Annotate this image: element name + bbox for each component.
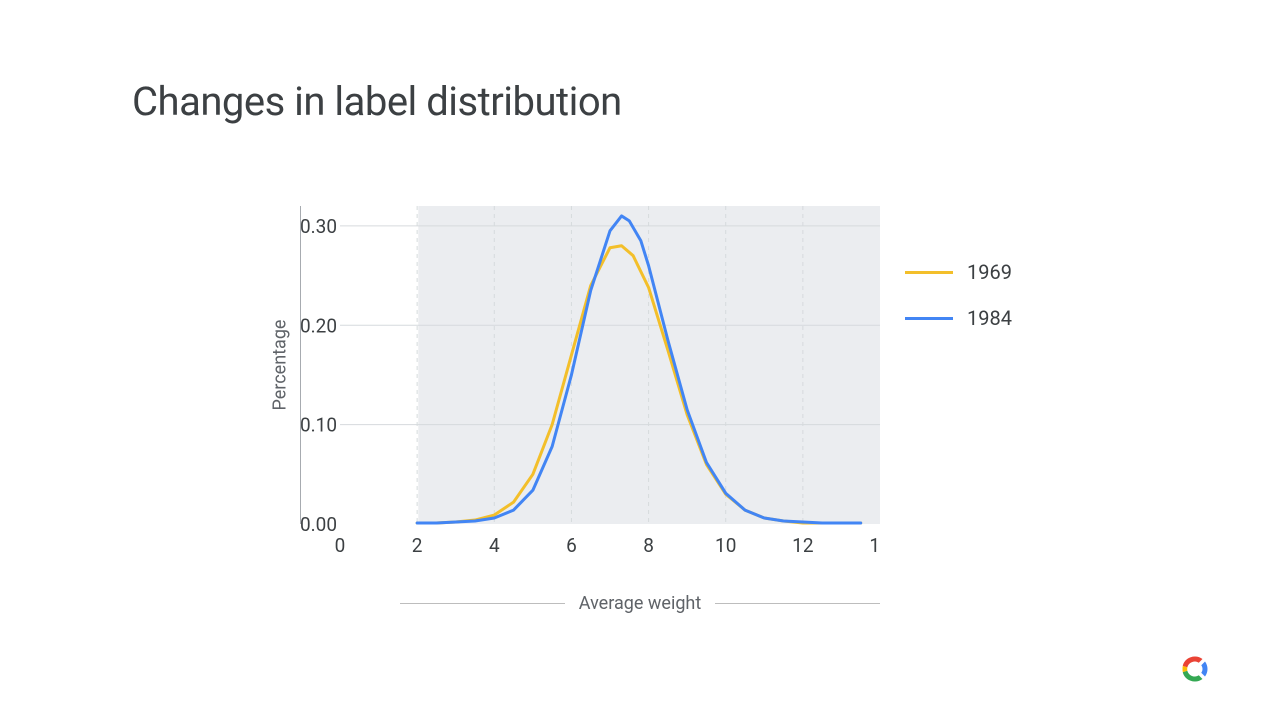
page-title: Changes in label distribution bbox=[132, 78, 622, 125]
x-axis-label-rule-left bbox=[400, 603, 565, 604]
google-cloud-logo-icon bbox=[1180, 654, 1210, 684]
svg-text:0.10: 0.10 bbox=[300, 414, 337, 437]
svg-text:12: 12 bbox=[792, 534, 813, 557]
svg-text:14: 14 bbox=[869, 534, 880, 557]
distribution-chart: 0.00 0.10 0.20 0.30 0 2 4 6 8 10 12 14 bbox=[300, 200, 880, 564]
svg-text:6: 6 bbox=[566, 534, 577, 557]
svg-text:4: 4 bbox=[489, 534, 500, 557]
y-axis-label: Percentage bbox=[270, 320, 291, 411]
chart-svg: 0.00 0.10 0.20 0.30 0 2 4 6 8 10 12 14 bbox=[300, 200, 880, 560]
svg-text:10: 10 bbox=[715, 534, 736, 557]
legend-label-1984: 1984 bbox=[967, 306, 1012, 330]
svg-text:8: 8 bbox=[643, 534, 654, 557]
svg-text:0.30: 0.30 bbox=[300, 215, 337, 238]
x-axis-label-wrap: Average weight bbox=[400, 593, 880, 614]
svg-text:0.20: 0.20 bbox=[300, 314, 337, 337]
legend-item-1969: 1969 bbox=[905, 260, 1012, 284]
svg-text:0: 0 bbox=[335, 534, 346, 557]
svg-text:0.00: 0.00 bbox=[300, 513, 337, 536]
svg-text:2: 2 bbox=[412, 534, 423, 557]
legend-item-1984: 1984 bbox=[905, 306, 1012, 330]
x-axis-label-rule-right bbox=[715, 603, 880, 604]
legend-swatch-1984 bbox=[905, 317, 953, 320]
x-axis-label: Average weight bbox=[579, 593, 701, 614]
legend-swatch-1969 bbox=[905, 271, 953, 274]
legend-label-1969: 1969 bbox=[967, 260, 1012, 284]
legend: 1969 1984 bbox=[905, 260, 1012, 352]
